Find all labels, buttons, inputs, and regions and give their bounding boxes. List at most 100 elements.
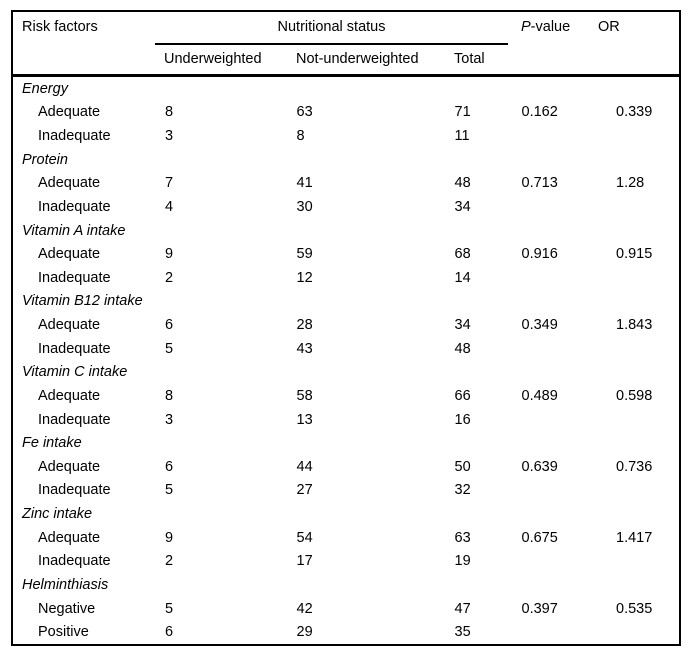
row-label: Adequate (38, 387, 101, 404)
cell-or: 1.417 (616, 529, 653, 546)
group-row: Protein (13, 148, 679, 172)
cell-not-underweighted: 29 (296, 624, 313, 641)
cell-not-underweighted: 63 (296, 104, 313, 121)
cell-underweighted: 3 (165, 411, 174, 428)
cell-total: 11 (454, 128, 470, 145)
col-header-total: Total (454, 51, 485, 67)
data-row: Adequate 8 63 71 0.162 0.339 (13, 101, 679, 125)
group-name: Helminthiasis (22, 576, 109, 593)
col-header-not-underweighted: Not-underweighted (296, 51, 419, 67)
cell-or: 0.598 (616, 387, 653, 404)
data-row: Adequate 7 41 48 0.713 1.28 (13, 172, 679, 196)
cell-or: 0.915 (616, 246, 653, 263)
group-row: Helminthiasis (13, 573, 679, 597)
cell-not-underweighted: 12 (296, 269, 313, 286)
col-header-nutritional-status: Nutritional status (277, 19, 386, 35)
row-label: Adequate (38, 104, 101, 121)
cell-p-value: 0.675 (521, 529, 558, 546)
col-header-or: OR (598, 19, 620, 35)
group-row: Vitamin C intake (13, 361, 679, 385)
row-label: Adequate (38, 246, 101, 263)
cell-or: 1.843 (616, 317, 653, 334)
row-label: Adequate (38, 317, 101, 334)
cell-not-underweighted: 13 (296, 411, 313, 428)
data-row: Adequate 6 28 34 0.349 1.843 (13, 313, 679, 337)
cell-total: 50 (454, 458, 471, 475)
cell-total: 68 (454, 246, 471, 263)
group-row: Energy (13, 77, 679, 101)
group-name: Vitamin C intake (22, 364, 128, 381)
cell-underweighted: 8 (165, 104, 174, 121)
table-body: Energy Adequate 8 63 71 0.162 0.339 Inadequate 3… (13, 77, 679, 644)
cell-underweighted: 2 (165, 553, 174, 570)
group-name: Zinc intake (22, 506, 93, 523)
col-header-risk-factors: Risk factors (22, 19, 98, 35)
group-name: Energy (22, 80, 68, 97)
col-header-p-value: P-value (521, 12, 570, 43)
p-value-suffix: -value (530, 19, 571, 35)
cell-not-underweighted: 42 (296, 600, 313, 617)
group-row: Zinc intake (13, 502, 679, 526)
data-row: Adequate 9 59 68 0.916 0.915 (13, 242, 679, 266)
cell-not-underweighted: 43 (296, 340, 313, 357)
data-row: Inadequate 2 12 14 (13, 266, 679, 290)
cell-p-value: 0.397 (521, 600, 558, 617)
row-label: Adequate (38, 529, 101, 546)
cell-total: 63 (454, 529, 471, 546)
cell-not-underweighted: 17 (296, 553, 313, 570)
row-label: Adequate (38, 175, 101, 192)
p-value-italic-p: P (521, 19, 531, 35)
group-row: Fe intake (13, 431, 679, 455)
cell-total: 48 (454, 340, 471, 357)
data-row: Inadequate 5 43 48 (13, 337, 679, 361)
cell-underweighted: 9 (165, 246, 174, 263)
data-row: Inadequate 4 30 34 (13, 195, 679, 219)
cell-not-underweighted: 58 (296, 387, 313, 404)
cell-total: 14 (454, 269, 471, 286)
cell-p-value: 0.713 (521, 175, 558, 192)
cell-not-underweighted: 8 (296, 128, 305, 145)
col-header-underweighted: Underweighted (164, 51, 262, 67)
data-row: Positive 6 29 35 (13, 620, 679, 644)
cell-underweighted: 6 (165, 624, 174, 641)
cell-underweighted: 9 (165, 529, 174, 546)
data-row: Inadequate 2 17 19 (13, 550, 679, 574)
cell-underweighted: 5 (165, 340, 174, 357)
data-row: Adequate 8 58 66 0.489 0.598 (13, 384, 679, 408)
row-label: Inadequate (38, 411, 111, 428)
cell-underweighted: 5 (165, 600, 174, 617)
table-header: Risk factors Nutritional status Underwei… (13, 12, 679, 74)
row-label: Inadequate (38, 128, 111, 145)
cell-total: 66 (454, 387, 471, 404)
cell-p-value: 0.916 (521, 246, 558, 263)
data-row: Adequate 6 44 50 0.639 0.736 (13, 455, 679, 479)
cell-underweighted: 6 (165, 317, 174, 334)
cell-or: 0.339 (616, 104, 653, 121)
cell-underweighted: 5 (165, 482, 174, 499)
cell-total: 47 (454, 600, 471, 617)
row-label: Positive (38, 624, 89, 641)
cell-underweighted: 6 (165, 458, 174, 475)
row-label: Adequate (38, 458, 101, 475)
cell-total: 16 (454, 411, 471, 428)
cell-not-underweighted: 54 (296, 529, 313, 546)
statistics-table: Risk factors Nutritional status Underwei… (11, 10, 681, 646)
group-row: Vitamin B12 intake (13, 290, 679, 314)
cell-total: 32 (454, 482, 471, 499)
cell-underweighted: 3 (165, 128, 174, 145)
data-row: Inadequate 3 13 16 (13, 408, 679, 432)
group-name: Vitamin B12 intake (22, 293, 143, 310)
cell-underweighted: 7 (165, 175, 174, 192)
row-label: Inadequate (38, 198, 111, 215)
cell-p-value: 0.489 (521, 387, 558, 404)
row-label: Inadequate (38, 269, 111, 286)
cell-not-underweighted: 41 (296, 175, 313, 192)
cell-underweighted: 2 (165, 269, 174, 286)
data-row: Inadequate 3 8 11 (13, 124, 679, 148)
data-row: Negative 5 42 47 0.397 0.535 (13, 597, 679, 621)
cell-not-underweighted: 44 (296, 458, 313, 475)
cell-total: 48 (454, 175, 471, 192)
cell-or: 1.28 (616, 175, 645, 192)
nutritional-status-spanner-rule (155, 43, 508, 45)
cell-or: 0.535 (616, 600, 653, 617)
